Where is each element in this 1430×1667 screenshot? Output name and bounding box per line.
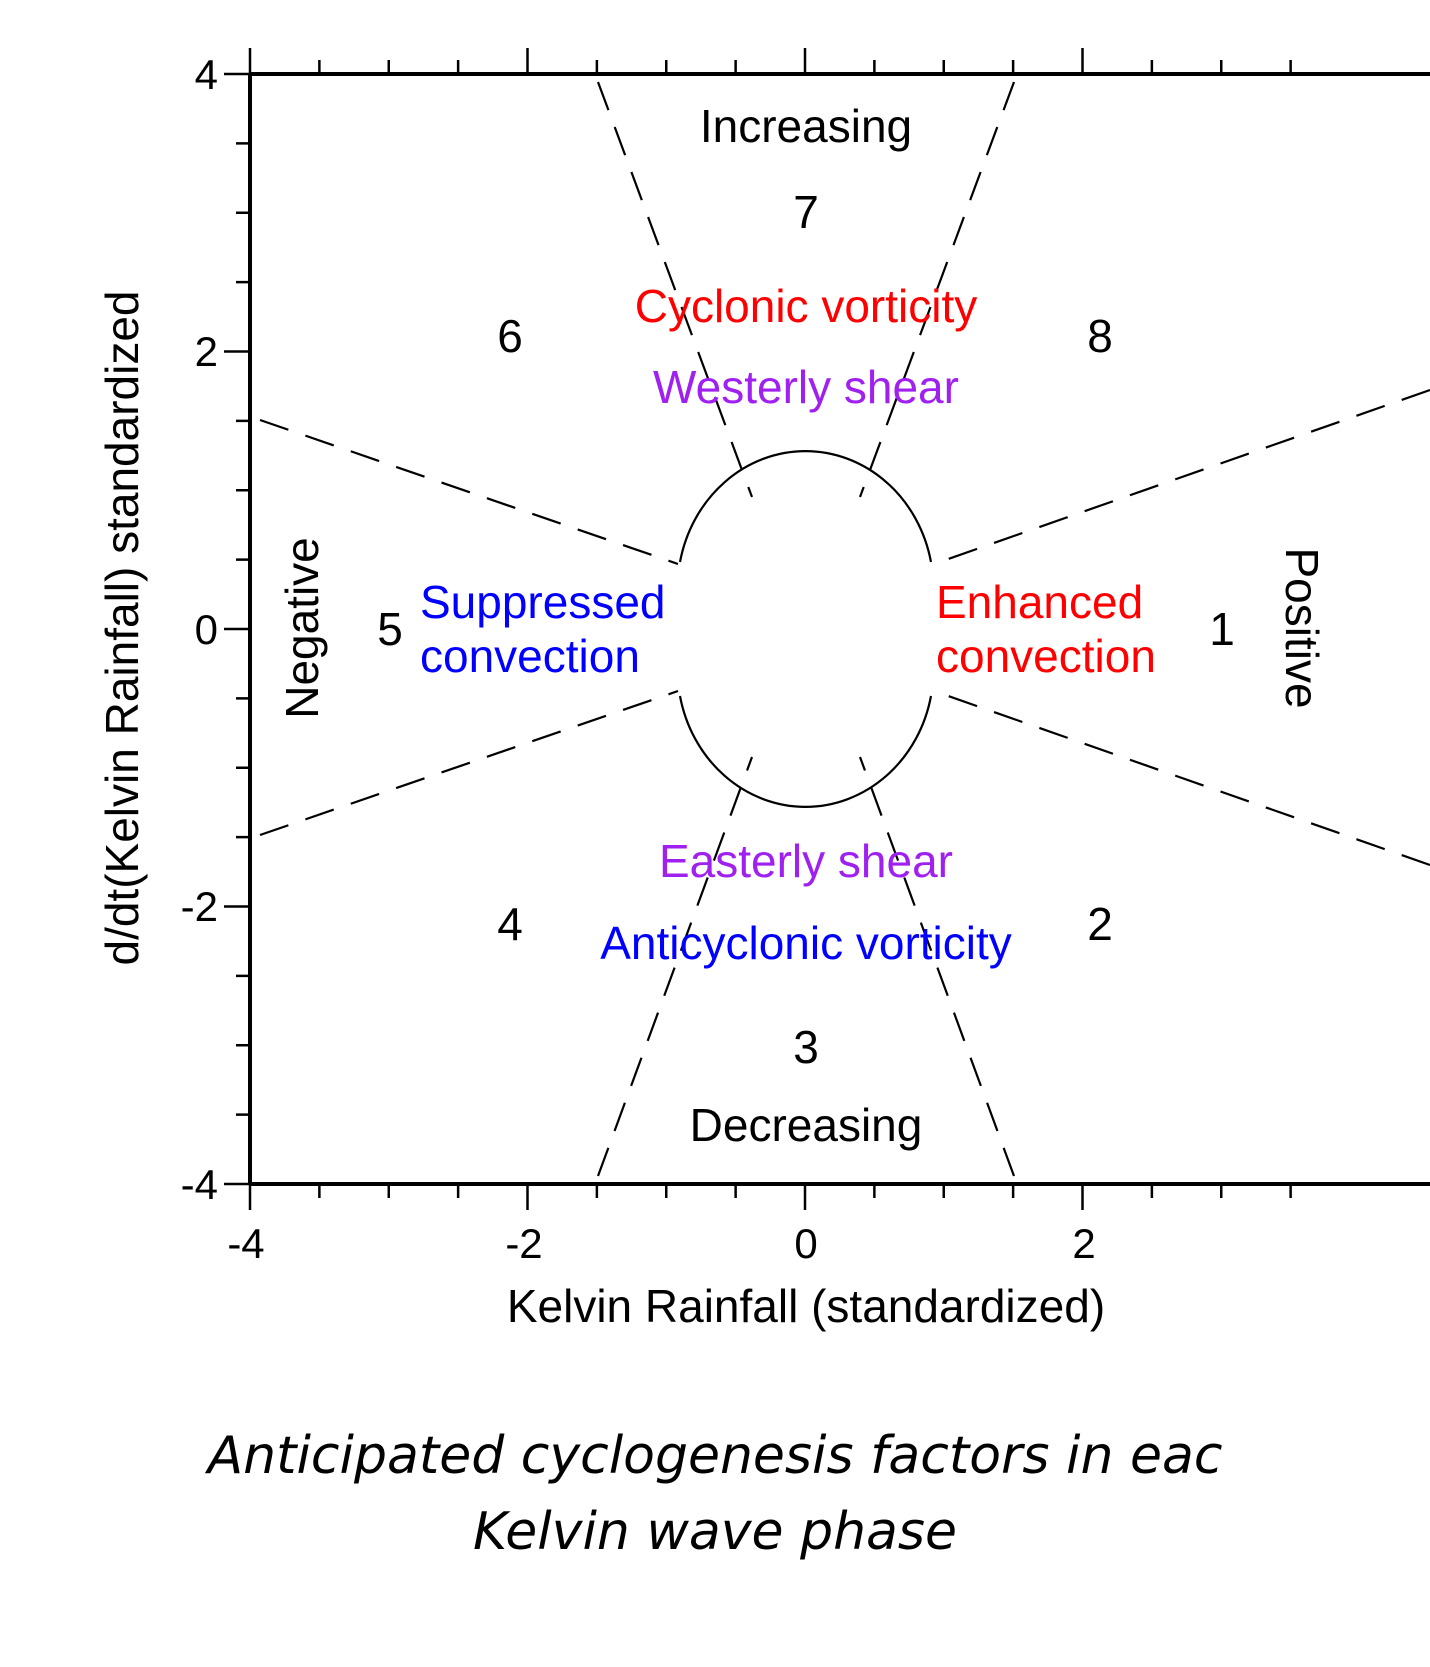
boundary-2-3 <box>858 756 1016 1177</box>
y-tick-label: -4 <box>181 1161 218 1208</box>
boundary-7-8 <box>858 81 1016 498</box>
factor-easterly-shear: Easterly shear <box>659 835 953 887</box>
boundary-8-1 <box>933 388 1430 566</box>
x-tick-label: -2 <box>505 1220 542 1267</box>
caption: Anticipated cyclogenesis factors in eac … <box>0 1418 1430 1570</box>
boundary-4-5 <box>259 689 679 837</box>
phase-number-6: 6 <box>497 310 523 362</box>
boundary-5-6 <box>259 418 679 566</box>
factor-anticyclonic-vorticity: Anticyclonic vorticity <box>600 917 1012 969</box>
x-tick-label: 0 <box>794 1220 817 1267</box>
phase-boundaries <box>259 81 1430 1177</box>
factor-suppressed-convection-line2: convection <box>420 630 640 682</box>
caption-line-2: Kelvin wave phase <box>473 1502 957 1562</box>
boundary-3-4 <box>596 756 754 1177</box>
x-axis-title: Kelvin Rainfall (standardized) <box>507 1280 1105 1332</box>
boundary-6-7 <box>596 81 754 498</box>
region-label-increasing: Increasing <box>700 100 912 152</box>
phase-number-2: 2 <box>1087 898 1113 950</box>
y-tick-labels: 4 2 0 -2 -4 <box>181 51 218 1208</box>
phase-number-3: 3 <box>793 1021 819 1073</box>
factor-westerly-shear: Westerly shear <box>653 361 959 413</box>
y-tick-label: 2 <box>195 328 218 375</box>
factor-suppressed-convection-line1: Suppressed <box>420 576 666 628</box>
y-tick-label: 0 <box>195 606 218 653</box>
phase-number-8: 8 <box>1087 310 1113 362</box>
region-label-positive: Positive <box>1276 547 1328 708</box>
phase-number-4: 4 <box>497 898 523 950</box>
caption-line-1: Anticipated cyclogenesis factors in eac <box>207 1426 1223 1486</box>
axes-frame <box>248 72 1430 1186</box>
factor-enhanced-convection-line2: convection <box>936 630 1156 682</box>
phase-numbers: 1 2 3 4 5 6 7 8 <box>377 186 1235 1073</box>
region-label-decreasing: Decreasing <box>690 1099 923 1151</box>
x-tick-labels: -4 -2 0 2 <box>227 1220 1095 1267</box>
boundary-1-2 <box>933 689 1430 867</box>
unit-circle-upper-arc <box>678 450 933 563</box>
y-axis-title: d/dt(Kelvin Rainfall) standardized <box>96 290 148 965</box>
y-tick-label: -2 <box>181 883 218 930</box>
phase-number-1: 1 <box>1209 603 1235 655</box>
region-label-negative: Negative <box>276 537 328 719</box>
unit-circle-lower-arc <box>678 695 933 808</box>
y-tick-label: 4 <box>195 51 218 98</box>
phase-number-5: 5 <box>377 603 403 655</box>
axis-ticks <box>224 48 1292 1210</box>
x-tick-label: -4 <box>227 1220 264 1267</box>
phase-number-7: 7 <box>793 186 819 238</box>
unit-circle <box>678 450 933 808</box>
factor-cyclonic-vorticity: Cyclonic vorticity <box>635 280 978 332</box>
x-tick-label: 2 <box>1072 1220 1095 1267</box>
factor-enhanced-convection-line1: Enhanced <box>936 576 1143 628</box>
